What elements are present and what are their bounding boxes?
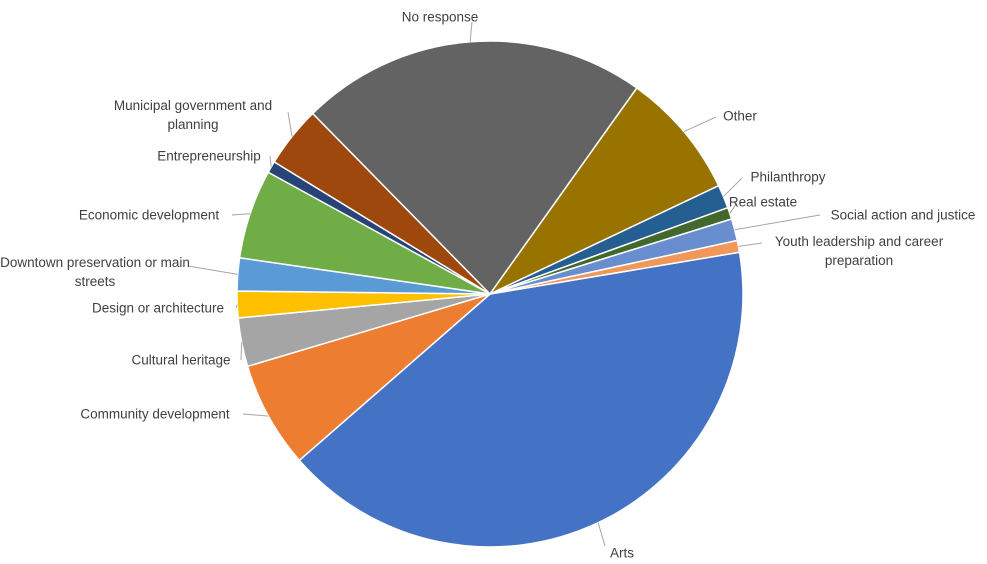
leader-line (723, 177, 743, 197)
slice-label: Philanthropy (750, 169, 826, 185)
pie-slice (298, 251, 744, 548)
slice-label: Real estate (728, 194, 798, 210)
slice-label: Downtown preservation or main streets (0, 255, 190, 289)
slice-label: Youth leadership and career preparation (774, 234, 944, 268)
slice-label: Economic development (78, 207, 220, 223)
slice-label: Other (723, 108, 757, 124)
leader-line (683, 116, 717, 133)
slice-label: Cultural heritage (131, 352, 231, 368)
leader-line (231, 213, 251, 216)
leader-line (734, 214, 821, 231)
slice-label: Arts (609, 545, 635, 561)
leader-line (729, 202, 738, 214)
slice-label: No response (401, 9, 479, 25)
leader-line (235, 304, 238, 309)
pie-slice (489, 239, 741, 295)
leader-line (597, 522, 606, 547)
leader-line (242, 413, 269, 417)
pie-slice (246, 293, 491, 462)
pie-slice (487, 86, 720, 296)
leader-line (187, 265, 238, 275)
slice-label: Municipal government and planning (113, 98, 273, 132)
slice-label: Entrepreneurship (157, 148, 261, 164)
leader-line (469, 21, 473, 42)
leader-line (240, 342, 243, 361)
leader-line (269, 155, 272, 168)
slice-label: Social action and justice (830, 207, 976, 223)
leader-line (738, 242, 763, 247)
slice-label: Design or architecture (91, 300, 225, 316)
slice-label: Community development (80, 406, 230, 422)
leader-line (287, 111, 293, 137)
pie-slice (311, 40, 638, 296)
